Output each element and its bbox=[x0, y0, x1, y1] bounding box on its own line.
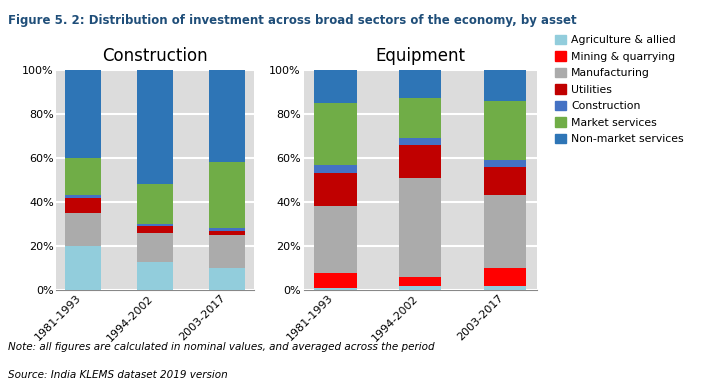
Bar bbox=[399, 277, 441, 286]
Bar bbox=[209, 70, 245, 162]
Bar bbox=[138, 224, 173, 226]
Bar bbox=[138, 226, 173, 233]
Bar bbox=[399, 70, 441, 98]
Bar bbox=[484, 70, 526, 101]
Legend: Agriculture & allied, Mining & quarrying, Manufacturing, Utilities, Construction: Agriculture & allied, Mining & quarrying… bbox=[553, 33, 686, 147]
Bar bbox=[209, 162, 245, 228]
Bar bbox=[314, 164, 357, 173]
Bar bbox=[314, 272, 357, 288]
Bar bbox=[484, 268, 526, 286]
Bar bbox=[138, 70, 173, 184]
Bar bbox=[314, 103, 357, 164]
Bar bbox=[399, 178, 441, 277]
Bar bbox=[66, 195, 102, 198]
Bar bbox=[399, 286, 441, 290]
Bar bbox=[66, 198, 102, 213]
Bar bbox=[66, 158, 102, 195]
Bar bbox=[314, 173, 357, 206]
Bar bbox=[209, 231, 245, 235]
Bar bbox=[209, 235, 245, 268]
Bar bbox=[399, 98, 441, 138]
Title: Construction: Construction bbox=[102, 47, 208, 65]
Bar bbox=[314, 288, 357, 290]
Bar bbox=[484, 195, 526, 268]
Bar bbox=[66, 70, 102, 158]
Bar bbox=[209, 268, 245, 290]
Bar bbox=[138, 262, 173, 290]
Bar bbox=[484, 160, 526, 167]
Text: Note: all figures are calculated in nominal values, and averaged across the peri: Note: all figures are calculated in nomi… bbox=[8, 342, 435, 353]
Bar bbox=[484, 286, 526, 290]
Title: Equipment: Equipment bbox=[375, 47, 465, 65]
Bar bbox=[314, 206, 357, 272]
Bar bbox=[399, 138, 441, 145]
Bar bbox=[66, 213, 102, 246]
Bar bbox=[484, 101, 526, 160]
Bar bbox=[399, 145, 441, 178]
Bar bbox=[138, 233, 173, 262]
Bar bbox=[484, 167, 526, 195]
Bar bbox=[209, 228, 245, 231]
Bar bbox=[66, 246, 102, 290]
Text: Figure 5. 2: Distribution of investment across broad sectors of the economy, by : Figure 5. 2: Distribution of investment … bbox=[8, 14, 577, 27]
Text: Source: India KLEMS dataset 2019 version: Source: India KLEMS dataset 2019 version bbox=[8, 370, 228, 380]
Bar bbox=[138, 184, 173, 224]
Bar bbox=[314, 70, 357, 103]
